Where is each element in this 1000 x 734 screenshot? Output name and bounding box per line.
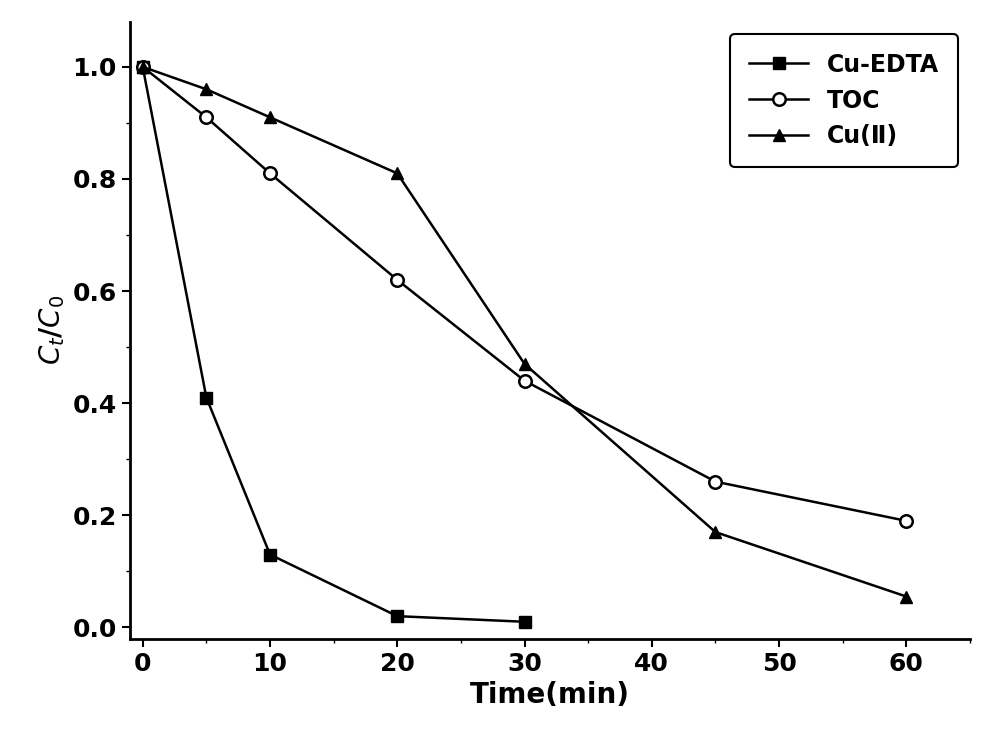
Cu(Ⅱ) [900, 592, 912, 601]
TOC [900, 517, 912, 526]
Cu(Ⅱ) [137, 62, 149, 71]
Cu-EDTA [519, 617, 531, 626]
Cu(Ⅱ) [391, 169, 403, 178]
X-axis label: Time(min): Time(min) [470, 681, 630, 709]
TOC [519, 377, 531, 385]
Cu(Ⅱ) [264, 113, 276, 122]
Cu-EDTA [264, 550, 276, 559]
Y-axis label: $C_t$/$C_0$: $C_t$/$C_0$ [37, 295, 67, 366]
Legend: Cu-EDTA, TOC, Cu(Ⅱ): Cu-EDTA, TOC, Cu(Ⅱ) [730, 34, 958, 167]
TOC [391, 275, 403, 284]
Line: Cu-EDTA: Cu-EDTA [136, 61, 531, 628]
Line: Cu(Ⅱ): Cu(Ⅱ) [136, 61, 913, 603]
Cu(Ⅱ) [709, 528, 721, 537]
TOC [200, 113, 212, 122]
Line: TOC: TOC [136, 61, 913, 527]
Cu-EDTA [391, 611, 403, 620]
Cu(Ⅱ) [519, 360, 531, 368]
TOC [137, 62, 149, 71]
TOC [264, 169, 276, 178]
Cu-EDTA [137, 62, 149, 71]
Cu(Ⅱ) [200, 85, 212, 94]
Cu-EDTA [200, 393, 212, 402]
TOC [709, 477, 721, 486]
